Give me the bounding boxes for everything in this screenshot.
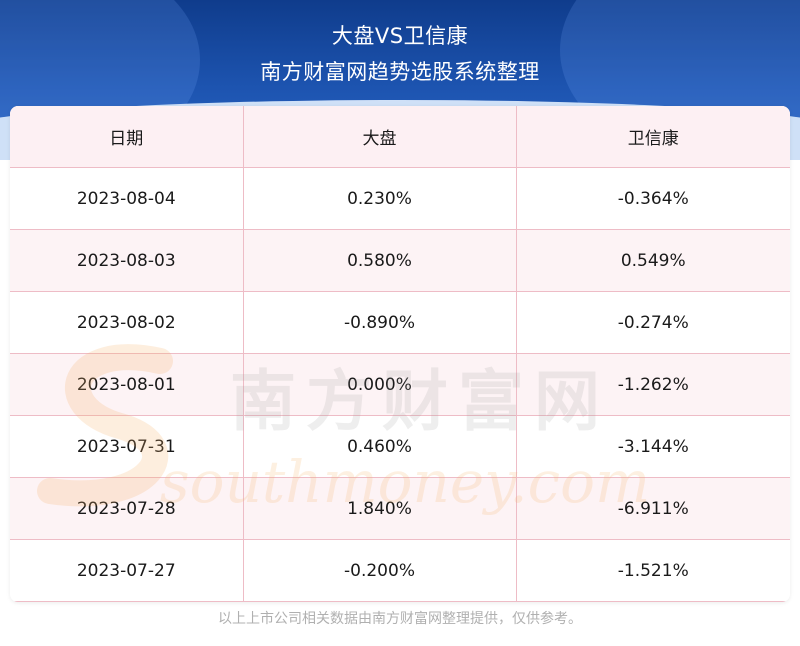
table-row: 2023-08-02 -0.890% -0.274% xyxy=(10,291,790,354)
table-row: 2023-08-01 0.000% -1.262% xyxy=(10,353,790,416)
comparison-table: 日期 大盘 卫信康 2023-08-04 0.230% -0.364% 2023… xyxy=(10,106,790,602)
page-subtitle: 南方财富网趋势选股系统整理 xyxy=(260,60,540,84)
cell-market: -0.200% xyxy=(242,539,516,602)
cell-date: 2023-08-03 xyxy=(10,229,243,292)
table-row: 2023-07-27 -0.200% -1.521% xyxy=(10,539,790,602)
cell-market: 1.840% xyxy=(242,477,516,540)
cell-date: 2023-07-28 xyxy=(10,477,243,540)
table-row: 2023-07-28 1.840% -6.911% xyxy=(10,477,790,540)
cell-stock: 0.549% xyxy=(515,229,790,292)
table-row: 2023-07-31 0.460% -3.144% xyxy=(10,415,790,478)
column-header-stock: 卫信康 xyxy=(515,106,790,168)
column-header-market: 大盘 xyxy=(242,106,516,168)
header-titles: 大盘VS卫信康 南方财富网趋势选股系统整理 xyxy=(0,18,800,90)
table-row: 2023-08-03 0.580% 0.549% xyxy=(10,229,790,292)
cell-date: 2023-07-31 xyxy=(10,415,243,478)
table-header-row: 日期 大盘 卫信康 xyxy=(10,106,790,168)
cell-market: -0.890% xyxy=(242,291,516,354)
cell-market: 0.230% xyxy=(242,167,516,230)
cell-stock: -3.144% xyxy=(515,415,790,478)
data-card: 日期 大盘 卫信康 2023-08-04 0.230% -0.364% 2023… xyxy=(10,106,790,602)
cell-stock: -1.521% xyxy=(515,539,790,602)
page-title: 大盘VS卫信康 xyxy=(331,24,469,48)
cell-market: 0.580% xyxy=(242,229,516,292)
cell-stock: -0.274% xyxy=(515,291,790,354)
column-header-date: 日期 xyxy=(10,106,243,168)
footer-note: 以上上市公司相关数据由南方财富网整理提供，仅供参考。 xyxy=(218,611,582,627)
cell-market: 0.460% xyxy=(242,415,516,478)
cell-stock: -1.262% xyxy=(515,353,790,416)
cell-stock: -0.364% xyxy=(515,167,790,230)
cell-date: 2023-08-02 xyxy=(10,291,243,354)
cell-date: 2023-08-04 xyxy=(10,167,243,230)
table-row: 2023-08-04 0.230% -0.364% xyxy=(10,167,790,230)
cell-date: 2023-08-01 xyxy=(10,353,243,416)
cell-date: 2023-07-27 xyxy=(10,539,243,602)
cell-market: 0.000% xyxy=(242,353,516,416)
cell-stock: -6.911% xyxy=(515,477,790,540)
